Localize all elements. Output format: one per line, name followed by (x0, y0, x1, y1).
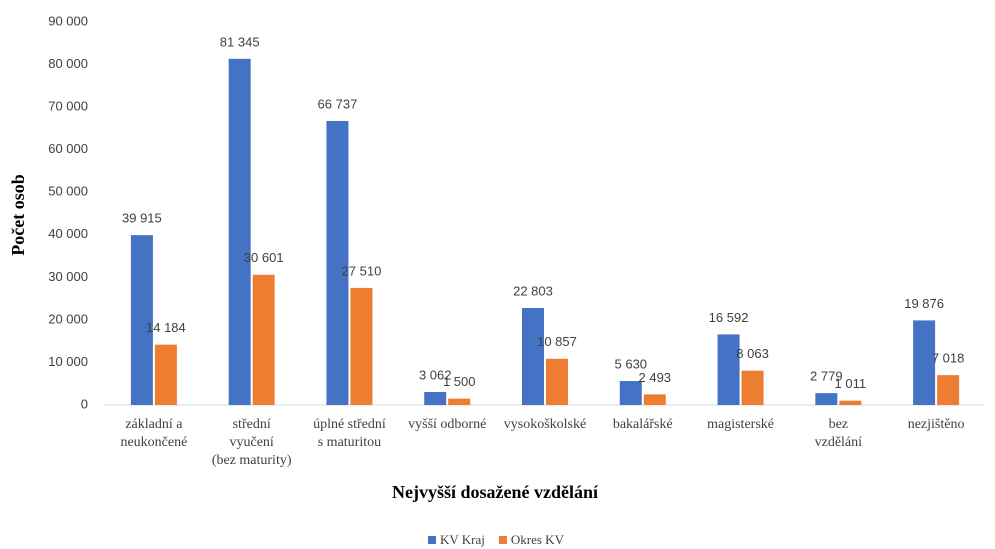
bar (937, 375, 960, 405)
y-tick-label: 10 000 (48, 354, 88, 369)
data-label: 19 876 (904, 296, 944, 311)
data-label: 7 018 (932, 351, 965, 366)
data-label: 1 500 (443, 374, 476, 389)
y-tick-label: 70 000 (48, 99, 88, 114)
data-label: 22 803 (513, 283, 553, 298)
bar (619, 381, 642, 405)
legend-label: KV Kraj (440, 532, 485, 547)
data-label: 10 857 (537, 334, 577, 349)
y-tick-label: 40 000 (48, 226, 88, 241)
x-tick-label-line: vysokoškolské (504, 417, 586, 432)
data-label: 2 779 (810, 369, 843, 384)
x-tick-label: střední vyučení (bez maturity) (212, 417, 292, 468)
data-label: 30 601 (244, 250, 284, 265)
bar (252, 274, 275, 405)
x-tick-label-line: neukončené (120, 435, 187, 450)
y-tick-label: 50 000 (48, 184, 88, 199)
bar (424, 391, 447, 405)
y-axis-title: Počet osob (8, 174, 28, 255)
y-tick-label: 0 (81, 396, 88, 411)
bar (643, 394, 666, 405)
bar (326, 120, 349, 406)
data-label: 81 345 (220, 34, 260, 49)
bar (546, 358, 568, 405)
bar (522, 307, 544, 405)
x-tick-label: vysokoškolské (504, 417, 586, 432)
y-tick-label: 90 000 (48, 13, 88, 28)
x-tick-label: bakalářské (613, 417, 673, 432)
x-tick-label: základní a neukončené (120, 417, 187, 450)
y-tick-label: 20 000 (48, 311, 88, 326)
y-tick-label: 30 000 (48, 269, 88, 284)
data-label: 3 062 (419, 367, 452, 382)
data-label: 27 510 (342, 263, 382, 278)
data-label: 16 592 (709, 310, 749, 325)
x-tick-label-line: bakalářské (613, 417, 673, 432)
bar (815, 393, 838, 405)
data-label: 66 737 (318, 96, 358, 111)
data-label: 1 011 (835, 376, 867, 391)
x-tick-label-line: magisterské (707, 417, 774, 432)
bar (154, 344, 177, 405)
x-tick-label: vyšší odborné (408, 417, 486, 432)
bar (350, 287, 373, 405)
bar (913, 320, 936, 405)
x-tick-label: úplné střední s maturitou (313, 417, 386, 450)
bar (839, 400, 862, 405)
legend-label: Okres KV (511, 532, 565, 547)
x-tick-label-line: bez (829, 417, 848, 432)
data-label: 39 915 (122, 211, 162, 226)
x-tick-label-line: nezjištěno (908, 417, 965, 432)
legend-swatch (428, 536, 436, 544)
bar (130, 235, 153, 405)
x-tick-label-line: vyučení (230, 435, 274, 450)
data-label: 14 184 (146, 320, 186, 335)
x-tick-label: magisterské (707, 417, 774, 432)
x-tick-label-line: vzdělání (815, 435, 863, 450)
bar (448, 398, 471, 405)
x-tick-label-line: střední (233, 417, 271, 432)
legend-swatch (498, 536, 507, 544)
x-tick-label-line: s maturitou (318, 435, 381, 450)
bar (741, 370, 764, 405)
x-tick-label: bez vzdělání (815, 417, 863, 450)
y-tick-label: 80 000 (48, 56, 88, 71)
x-tick-label: nezjištěno (908, 417, 965, 432)
x-tick-label-line: základní a (125, 417, 183, 432)
data-label: 8 063 (736, 346, 769, 361)
y-tick-label: 60 000 (48, 141, 88, 156)
x-tick-label-line: (bez maturity) (212, 453, 292, 468)
x-tick-label-line: úplné střední (313, 417, 386, 432)
x-axis-title: Nejvyšší dosažené vzdělání (392, 482, 599, 502)
bar (717, 334, 740, 405)
data-label: 2 493 (639, 370, 672, 385)
bar (228, 58, 251, 405)
x-tick-label-line: vyšší odborné (408, 417, 486, 432)
data-label: 5 630 (615, 356, 648, 371)
